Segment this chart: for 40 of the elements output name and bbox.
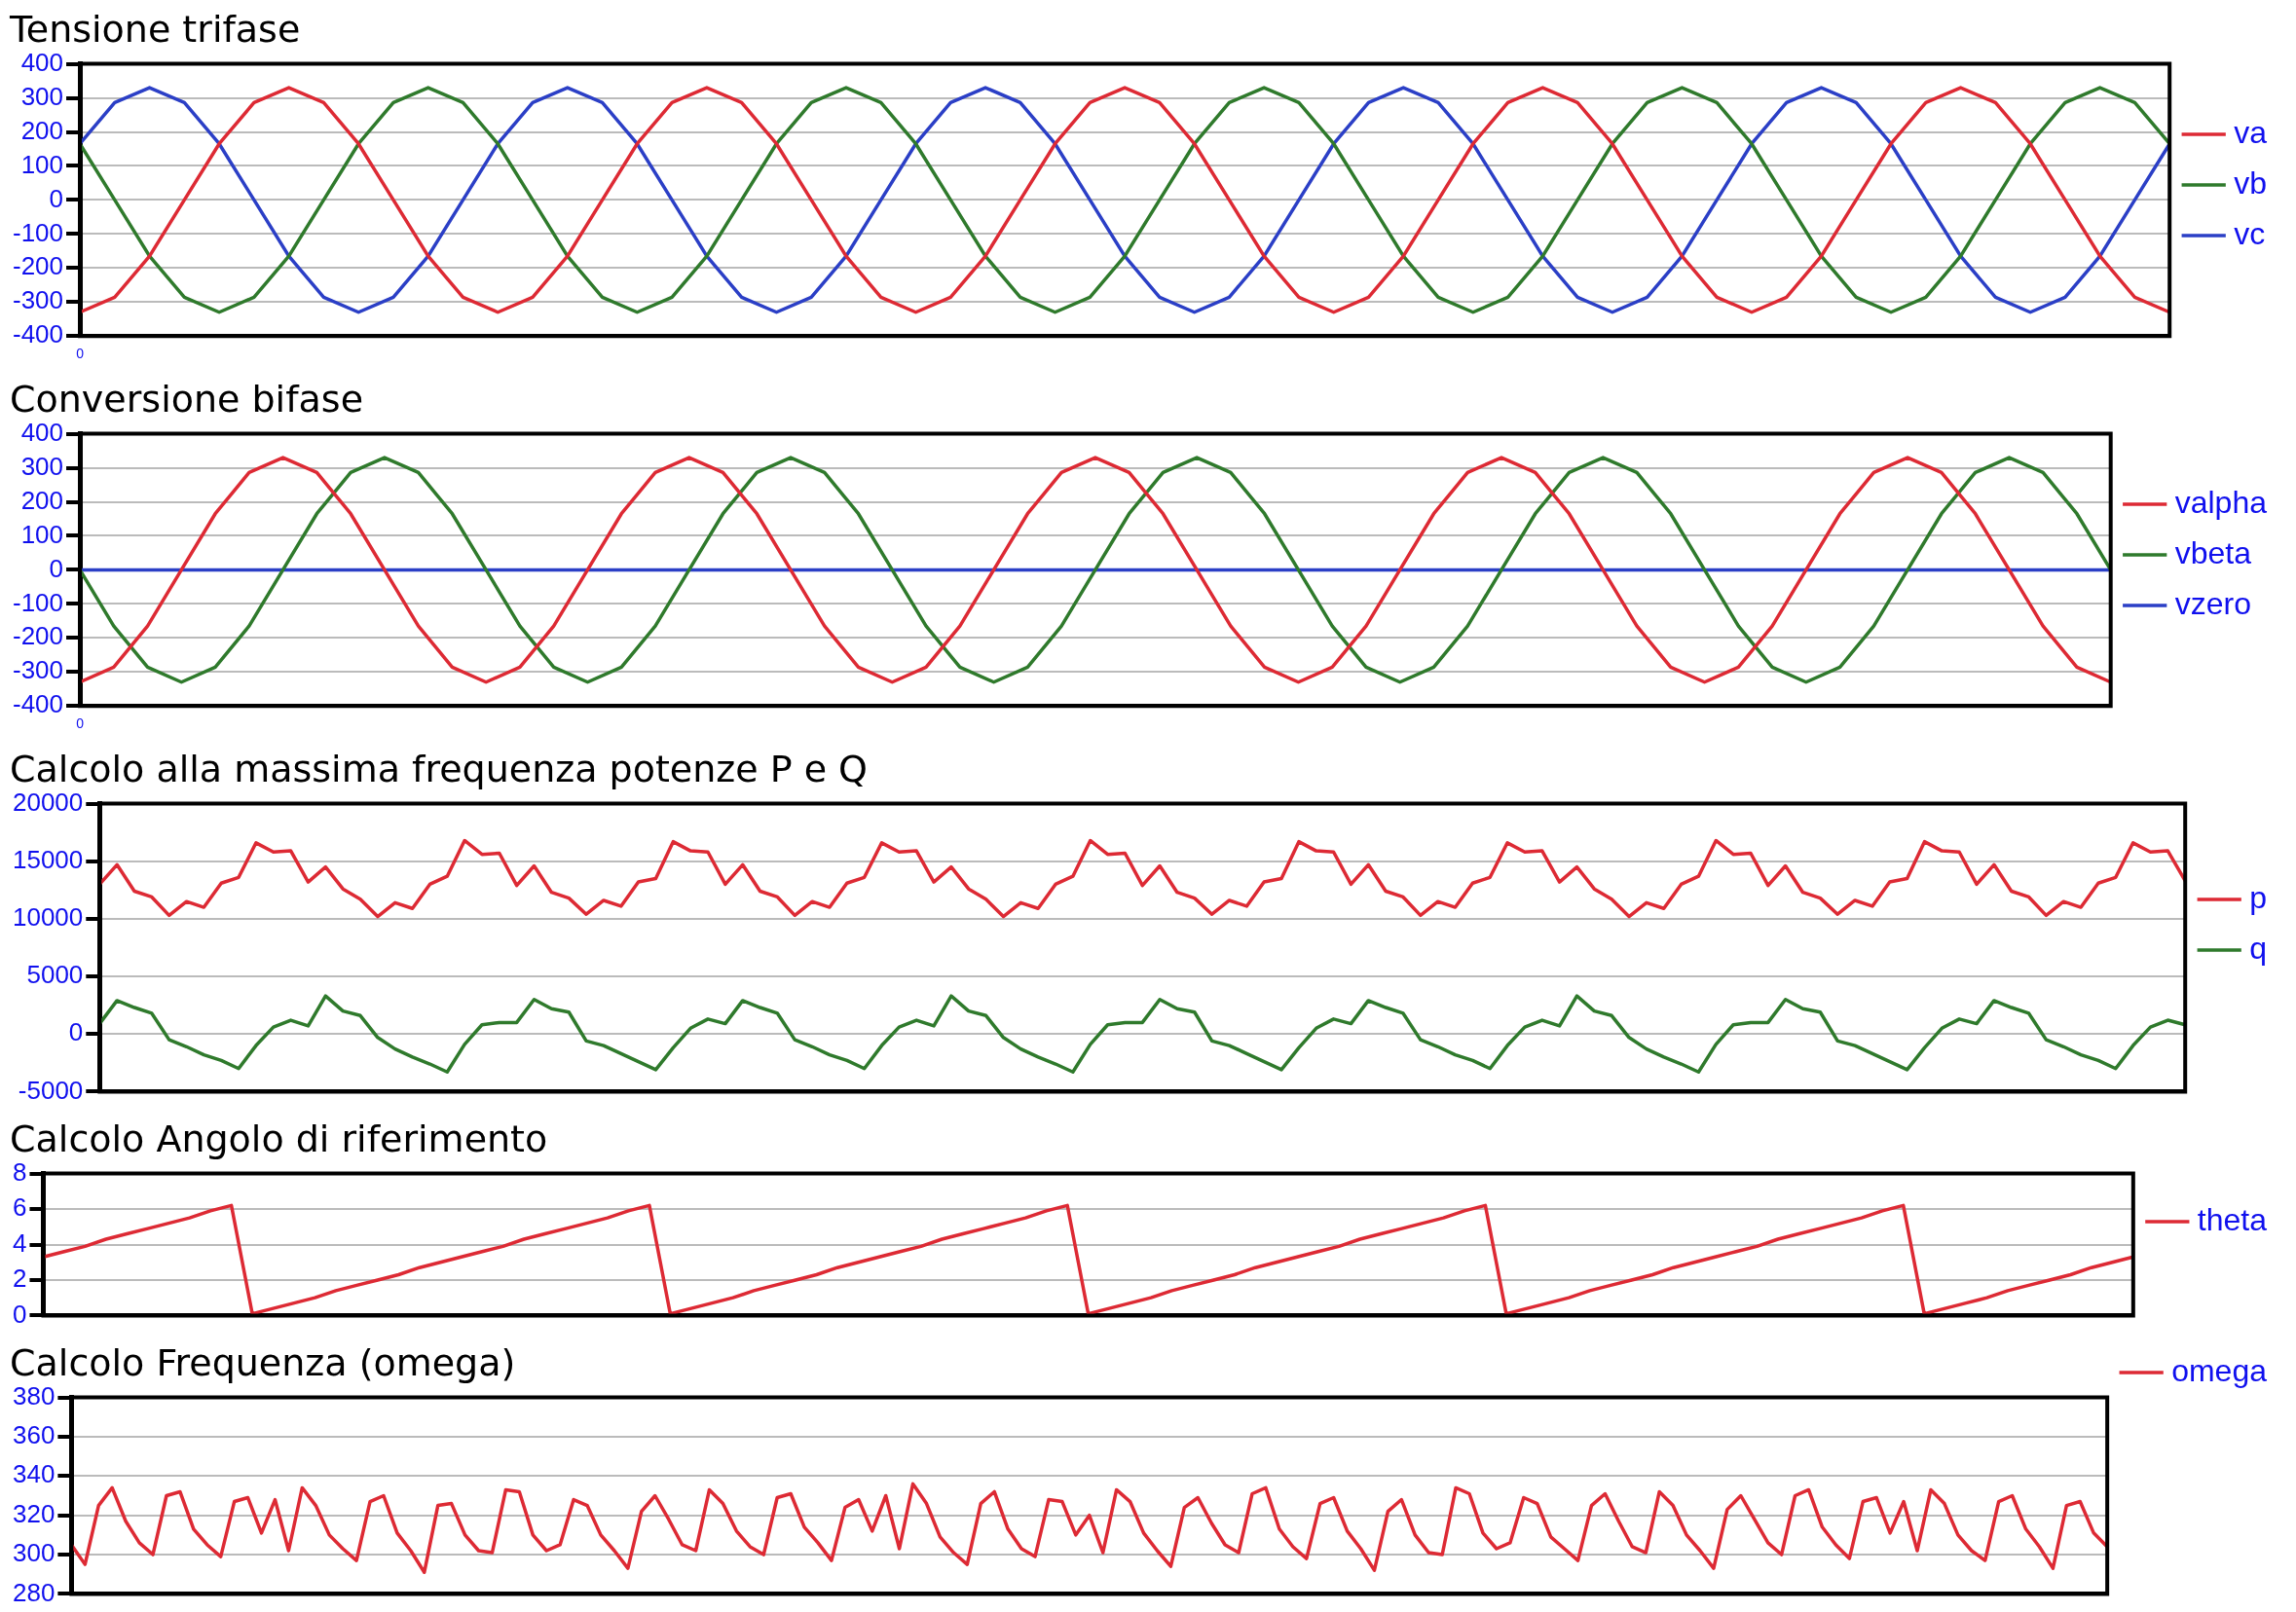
- y-tick-label: 300: [20, 451, 64, 481]
- y-tick-label: -400: [12, 689, 64, 719]
- legend-label: valpha: [2174, 484, 2268, 520]
- legend-label: vzero: [2174, 585, 2251, 621]
- y-tick-label: 0: [68, 1017, 84, 1047]
- y-tick-label: 10000: [12, 902, 84, 933]
- y-tick-label: -200: [12, 621, 64, 651]
- y-tick-label: 300: [20, 81, 64, 111]
- y-tick-label: -300: [12, 655, 64, 685]
- legend-label: vb: [2234, 165, 2267, 201]
- y-tick-label: 320: [12, 1498, 56, 1528]
- y-tick-label: -200: [12, 251, 64, 281]
- legend-label: vc: [2234, 215, 2266, 251]
- y-tick-label: 100: [20, 149, 64, 179]
- y-tick-label: 2: [12, 1264, 27, 1294]
- legend-label: vbeta: [2174, 534, 2252, 570]
- y-tick-label: -100: [12, 217, 64, 247]
- y-tick-label: 0: [12, 1299, 27, 1329]
- y-tick-label: 6: [12, 1192, 27, 1223]
- y-tick-label: 360: [12, 1420, 56, 1450]
- legend-label: p: [2249, 879, 2267, 915]
- y-tick-label: 200: [20, 485, 64, 515]
- y-tick-label: 5000: [26, 960, 84, 990]
- legend-label: omega: [2171, 1352, 2268, 1388]
- legend-label: va: [2234, 114, 2268, 150]
- y-tick-label: -400: [12, 319, 64, 349]
- y-tick-label: 340: [12, 1459, 56, 1489]
- y-tick-label: 0: [49, 553, 64, 583]
- legend-label: q: [2249, 930, 2267, 966]
- legend-label: theta: [2197, 1201, 2268, 1237]
- y-tick-label: 15000: [12, 844, 84, 874]
- y-tick-label: -300: [12, 285, 64, 315]
- y-tick-label: 300: [12, 1538, 56, 1568]
- y-tick-label: -100: [12, 587, 64, 617]
- y-tick-label: 4: [12, 1227, 27, 1258]
- y-tick-label: -5000: [18, 1075, 84, 1105]
- y-tick-label: 0: [49, 183, 64, 213]
- y-tick-label: 200: [20, 115, 64, 145]
- y-tick-label: 100: [20, 519, 64, 549]
- y-tick-label: 280: [12, 1577, 56, 1607]
